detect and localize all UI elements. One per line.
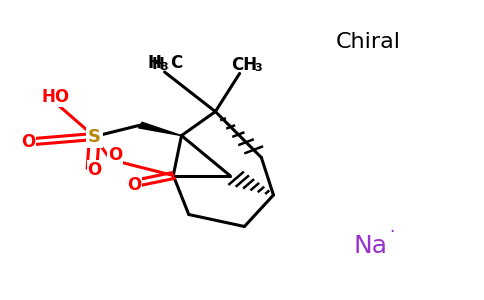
Text: Na: Na — [353, 234, 387, 258]
Text: O: O — [21, 133, 35, 151]
Text: ·: · — [390, 224, 395, 242]
Text: H: H — [152, 57, 165, 72]
Text: H: H — [148, 54, 162, 72]
Text: O: O — [87, 161, 102, 179]
Text: S: S — [88, 128, 101, 146]
Text: HO: HO — [42, 88, 70, 106]
Text: 3: 3 — [254, 63, 262, 73]
Text: O: O — [127, 176, 142, 194]
Polygon shape — [138, 122, 182, 136]
Text: O: O — [108, 146, 122, 164]
Text: CH: CH — [231, 56, 257, 74]
Text: 3: 3 — [161, 61, 168, 72]
Text: ₃C: ₃C — [167, 57, 185, 72]
Text: Chiral: Chiral — [335, 32, 400, 52]
Text: C: C — [170, 54, 183, 72]
